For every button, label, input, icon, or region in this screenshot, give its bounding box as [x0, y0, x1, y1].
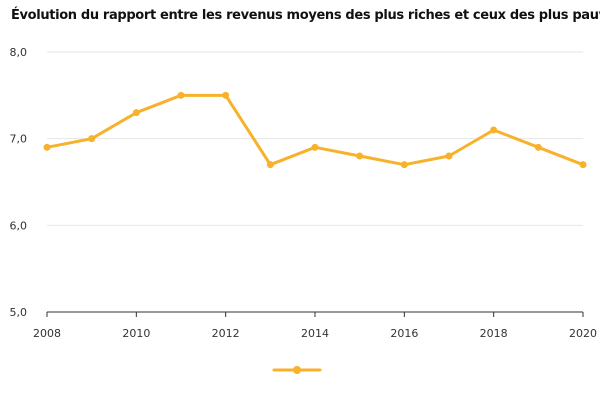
legend[interactable]: [272, 366, 322, 374]
y-tick-label: 6,0: [10, 219, 28, 232]
y-tick-label: 8,0: [10, 46, 28, 59]
data-point[interactable]: [43, 143, 51, 151]
data-point[interactable]: [490, 126, 498, 134]
data-point[interactable]: [356, 152, 364, 160]
data-point[interactable]: [177, 91, 185, 99]
chart-title: Évolution du rapport entre les revenus m…: [11, 8, 600, 23]
data-point[interactable]: [88, 135, 96, 143]
y-axis-tick-labels: 5,0 6,0 7,0 8,0: [10, 46, 28, 319]
x-axis: [46, 311, 584, 317]
grid-lines: [47, 51, 583, 226]
y-tick-label: 7,0: [10, 133, 28, 146]
series-group: [43, 91, 587, 169]
data-point[interactable]: [266, 161, 274, 169]
data-point[interactable]: [534, 143, 542, 151]
data-point[interactable]: [579, 161, 587, 169]
x-tick-label: 2010: [122, 327, 150, 340]
legend-marker: [293, 366, 301, 374]
series-line: [45, 93, 585, 167]
data-point[interactable]: [132, 109, 140, 117]
y-tick-label: 5,0: [10, 306, 28, 319]
data-point[interactable]: [311, 143, 319, 151]
x-tick-label: 2020: [569, 327, 597, 340]
x-axis-tick-labels: 2008 2010 2012 2014 2016 2018 2020: [33, 327, 597, 340]
x-tick-label: 2016: [390, 327, 418, 340]
x-tick-label: 2014: [301, 327, 329, 340]
x-tick-label: 2008: [33, 327, 61, 340]
data-point[interactable]: [400, 161, 408, 169]
data-point[interactable]: [445, 152, 453, 160]
data-point[interactable]: [222, 91, 230, 99]
x-tick-label: 2018: [480, 327, 508, 340]
x-tick-label: 2012: [212, 327, 240, 340]
